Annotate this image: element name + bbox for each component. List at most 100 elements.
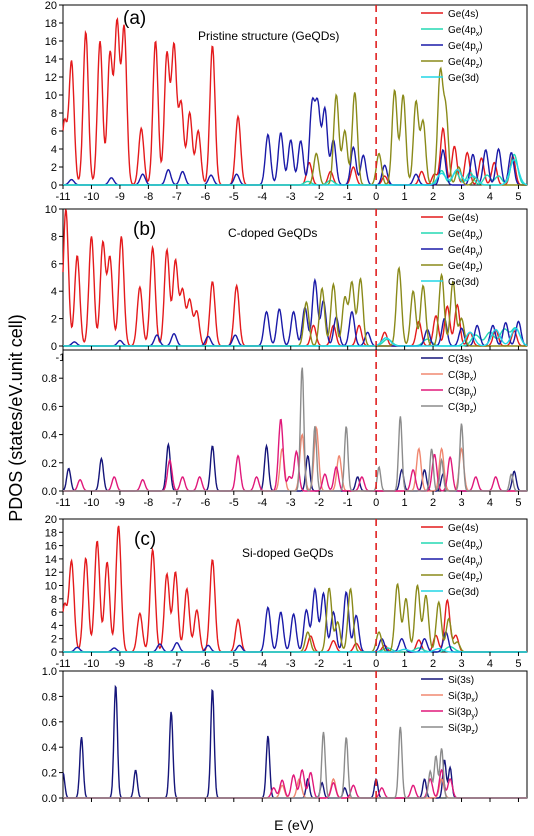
x-tick-label: 3 [458,191,464,203]
x-tick-label: 0 [373,497,379,509]
y-tick-label: 4 [51,620,57,632]
series-line-ge3d [63,327,528,347]
series-line-ge3d [63,159,528,186]
y-tick-label: 0.6 [42,401,57,413]
y-axis-title: PDOS (states/eV.unit cell) [6,314,26,521]
x-tick-label: 1 [402,497,408,509]
y-tick-label: 6 [51,126,57,138]
legend-entry: C(3py) [448,386,477,399]
x-tick-label: -4 [257,497,267,509]
series-line-ge4py [63,96,527,186]
legend-entry: Ge(3d) [448,73,479,84]
series-line-c3py [63,418,527,492]
legend-entry: Ge(3d) [448,587,479,598]
y-tick-label: 0.4 [42,430,57,442]
plot-frame [62,349,528,492]
x-tick-label: -2 [314,497,324,509]
y-tick-label: 0.2 [42,458,57,470]
y-tick-label: 10 [45,204,57,216]
legend-entry: Ge(4s) [448,9,479,20]
y-tick-label: 2 [51,162,57,174]
y-tick-label: 2 [51,314,57,326]
x-tick-label: -4 [257,658,267,670]
x-tick-label: -1 [343,658,353,670]
x-tick-label: -1 [343,497,353,509]
x-tick-label: -7 [172,191,182,203]
panel-title: Si-doped GeQDs [242,546,333,560]
panel-tag: (a) [123,8,146,29]
x-tick-label: -11 [55,658,70,670]
x-tick-label: -1 [343,191,353,203]
x-tick-label: -11 [55,497,70,509]
x-tick-label: -4 [257,191,267,203]
x-tick-label: 0 [373,658,379,670]
y-tick-label: 10 [45,90,57,102]
y-tick-label: 0.8 [42,691,57,703]
y-tick-label: 6 [51,607,57,619]
series-line-ge3d [63,648,527,653]
y-tick-label: 12 [45,72,57,84]
x-tick-label: -8 [144,658,154,670]
y-tick-label: 20 [45,514,57,526]
y-tick-label: 0 [51,180,57,192]
x-tick-label: 4 [487,497,493,509]
x-tick-label: -7 [172,497,182,509]
x-tick-label: -3 [286,191,296,203]
legend-entry: C(3s) [448,354,472,365]
x-tick-label: -10 [84,191,100,203]
y-tick-label: 0 [51,647,57,659]
y-tick-label: 12 [45,567,57,579]
panel-tag: (c) [134,529,156,550]
y-tick-label: 20 [45,0,57,12]
y-tick-label: 14 [45,54,57,66]
legend-entry: Ge(4pz) [448,571,483,584]
x-tick-label: -7 [172,658,182,670]
series-line-c3pz [63,367,527,492]
x-tick-label: -2 [314,191,324,203]
y-tick-label: 2 [51,634,57,646]
panel-4: -11 -10 -9 -8 -7 -6 -5 -4 -3 -2 -1 0 1 2 3 4 50246810121… [45,514,528,670]
x-tick-label: -8 [144,497,154,509]
plot-frame [62,518,528,653]
x-tick-label: -2 [314,658,324,670]
legend-entry: Si(3s) [448,675,474,686]
y-tick-label: 14 [45,554,57,566]
y-tick-label: 4 [51,286,57,298]
x-tick-label: 2 [430,497,436,509]
x-axis-title: E (eV) [274,817,314,833]
x-tick-label: -11 [55,191,70,203]
x-tick-label: -3 [286,497,296,509]
y-tick-label: 0.6 [42,717,57,729]
y-tick-label: 0.0 [42,486,57,498]
y-tick-label: 8 [51,231,57,243]
x-tick-label: 4 [487,191,493,203]
x-tick-label: -9 [115,191,125,203]
x-tick-label: 5 [515,658,521,670]
legend-entry: Ge(3d) [448,277,479,288]
y-tick-label: 0.2 [42,768,57,780]
x-tick-label: -9 [115,658,125,670]
x-tick-label: 4 [487,658,493,670]
x-tick-label: -6 [200,191,210,203]
panel-title: Pristine structure (GeQDs) [198,29,339,43]
x-tick-label: 1 [402,191,408,203]
panel-3: -11 -10 -9 -8 -7 -6 -5 -4 -3 -2 -1 0 1 2 3 4 50.00.20.40… [42,349,528,509]
panel-2: -11-10-9-8-7-6-5-4-3-2-10123450246810(b)… [45,204,528,364]
x-tick-label: 3 [458,497,464,509]
x-tick-label: -6 [200,658,210,670]
legend-entry: Si(3pz) [448,723,478,736]
legend-entry: Ge(4px) [448,229,483,242]
legend-entry: Si(3px) [448,691,478,704]
y-tick-label: 18 [45,18,57,30]
y-tick-label: 0 [51,341,57,353]
x-tick-label: 3 [458,658,464,670]
x-tick-label: 5 [515,497,521,509]
legend-entry: Ge(4pz) [448,261,483,274]
legend-entry: Ge(4py) [448,555,483,568]
x-tick-label: -8 [144,191,154,203]
legend-entry: Si(3py) [448,707,478,720]
legend-entry: Ge(4py) [448,41,483,54]
legend-entry: Ge(4py) [448,245,483,258]
legend-entry: Ge(4px) [448,539,483,552]
y-tick-label: 8 [51,108,57,120]
